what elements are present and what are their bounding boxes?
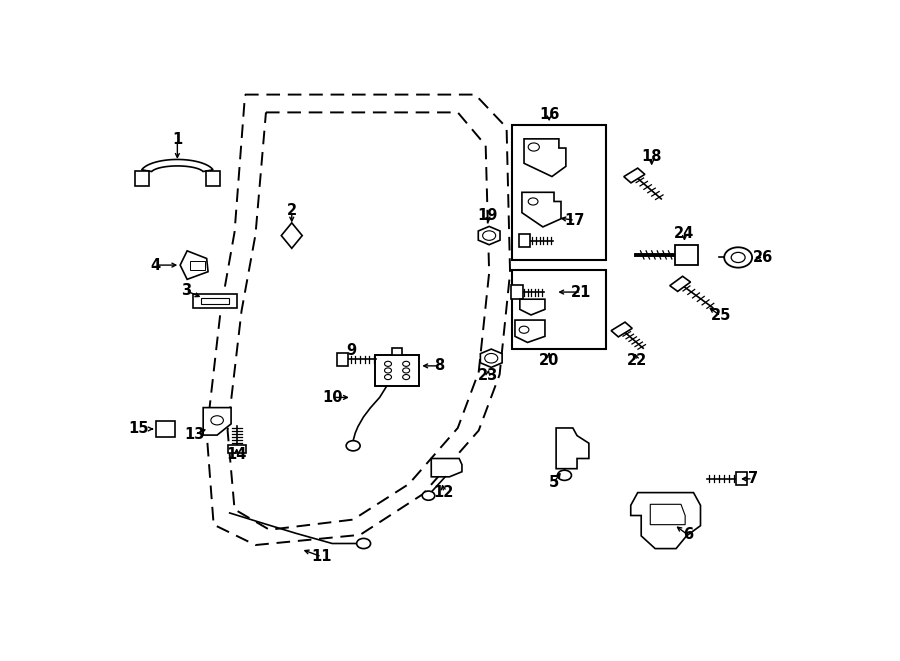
Polygon shape <box>515 320 545 342</box>
Polygon shape <box>206 171 220 186</box>
Polygon shape <box>631 492 700 549</box>
Polygon shape <box>556 428 589 469</box>
Text: 25: 25 <box>710 309 731 323</box>
Circle shape <box>384 375 392 379</box>
Polygon shape <box>736 472 747 485</box>
Circle shape <box>384 362 392 366</box>
Text: 24: 24 <box>674 225 695 241</box>
Circle shape <box>346 441 360 451</box>
Text: 7: 7 <box>748 471 758 486</box>
Polygon shape <box>180 251 208 280</box>
Text: 4: 4 <box>150 258 161 272</box>
Circle shape <box>724 247 752 268</box>
Text: 3: 3 <box>181 283 191 298</box>
Text: 18: 18 <box>642 149 662 164</box>
Polygon shape <box>522 192 561 227</box>
Polygon shape <box>611 322 632 337</box>
Circle shape <box>402 368 410 373</box>
Polygon shape <box>157 421 176 437</box>
Text: 21: 21 <box>571 285 591 299</box>
Polygon shape <box>481 349 502 368</box>
Polygon shape <box>524 139 566 176</box>
Circle shape <box>356 539 371 549</box>
Text: 8: 8 <box>434 358 444 373</box>
Circle shape <box>557 470 572 481</box>
Polygon shape <box>675 245 698 265</box>
Text: 19: 19 <box>478 208 498 223</box>
Polygon shape <box>624 168 645 183</box>
Text: 5: 5 <box>549 475 559 490</box>
Polygon shape <box>203 408 231 435</box>
Polygon shape <box>135 171 148 186</box>
Polygon shape <box>141 159 213 171</box>
Text: 13: 13 <box>184 427 205 442</box>
Circle shape <box>384 368 392 373</box>
Text: 20: 20 <box>539 353 559 368</box>
Text: 26: 26 <box>753 250 773 265</box>
Polygon shape <box>282 223 302 249</box>
Polygon shape <box>375 355 419 386</box>
Polygon shape <box>670 276 690 292</box>
Text: 2: 2 <box>287 203 297 218</box>
Bar <box>512 125 607 260</box>
Circle shape <box>402 375 410 379</box>
Polygon shape <box>520 299 545 315</box>
Polygon shape <box>519 234 530 247</box>
Polygon shape <box>431 459 462 477</box>
Text: 23: 23 <box>478 368 498 383</box>
Text: 9: 9 <box>346 342 356 358</box>
Polygon shape <box>194 293 237 308</box>
Circle shape <box>402 362 410 366</box>
Text: 14: 14 <box>227 447 247 462</box>
Polygon shape <box>392 348 402 355</box>
Polygon shape <box>338 352 348 366</box>
Text: 1: 1 <box>172 132 183 147</box>
Polygon shape <box>478 227 500 245</box>
Text: 16: 16 <box>539 108 559 122</box>
Polygon shape <box>228 445 246 453</box>
Text: 15: 15 <box>129 422 148 436</box>
Polygon shape <box>511 286 523 299</box>
Bar <box>512 270 607 349</box>
Text: 22: 22 <box>627 353 647 368</box>
Circle shape <box>422 491 435 500</box>
Text: 17: 17 <box>565 213 585 228</box>
Text: 6: 6 <box>683 527 693 542</box>
Text: 12: 12 <box>434 485 454 500</box>
Text: 10: 10 <box>323 390 343 405</box>
Text: 11: 11 <box>311 549 332 564</box>
